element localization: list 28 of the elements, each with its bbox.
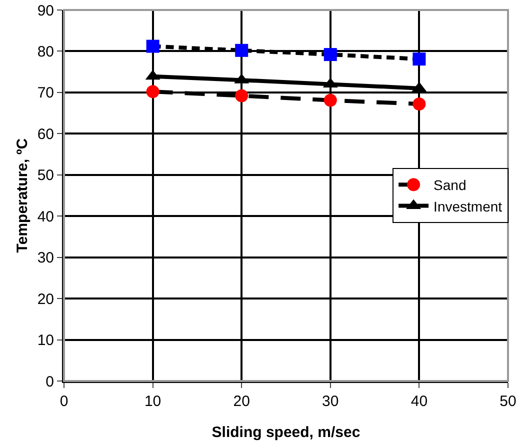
legend-label: Investment xyxy=(434,198,502,214)
y-tick-label: 0 xyxy=(46,373,54,390)
point xyxy=(324,48,337,62)
x-tick-label: 0 xyxy=(60,393,68,410)
y-tick-label: 20 xyxy=(37,290,54,308)
point xyxy=(235,89,248,102)
y-tick-label: 80 xyxy=(37,43,54,60)
point xyxy=(412,52,426,66)
x-axis-title: Sliding speed, m/sec xyxy=(212,424,360,441)
y-tick-label: 70 xyxy=(37,84,54,102)
x-tick-label: 50 xyxy=(500,393,516,410)
y-tick-label: 90 xyxy=(37,2,54,20)
x-tick-label: 20 xyxy=(233,393,250,410)
y-tick-label: 40 xyxy=(37,208,54,226)
y-axis-title: Temperature, ºC xyxy=(14,138,32,253)
point xyxy=(412,97,426,110)
point xyxy=(146,40,160,53)
y-tick-label: 60 xyxy=(37,126,54,143)
x-tick-label: 40 xyxy=(410,393,428,410)
legend-label: Sand xyxy=(434,177,466,194)
x-tick-label: 10 xyxy=(144,393,162,410)
point xyxy=(324,94,337,107)
y-tick-label: 30 xyxy=(37,250,54,267)
y-tick-label: 50 xyxy=(37,167,54,184)
x-tick-label: 30 xyxy=(322,393,339,410)
point xyxy=(235,44,248,57)
y-tick-label: 10 xyxy=(37,332,54,350)
point xyxy=(146,85,160,98)
